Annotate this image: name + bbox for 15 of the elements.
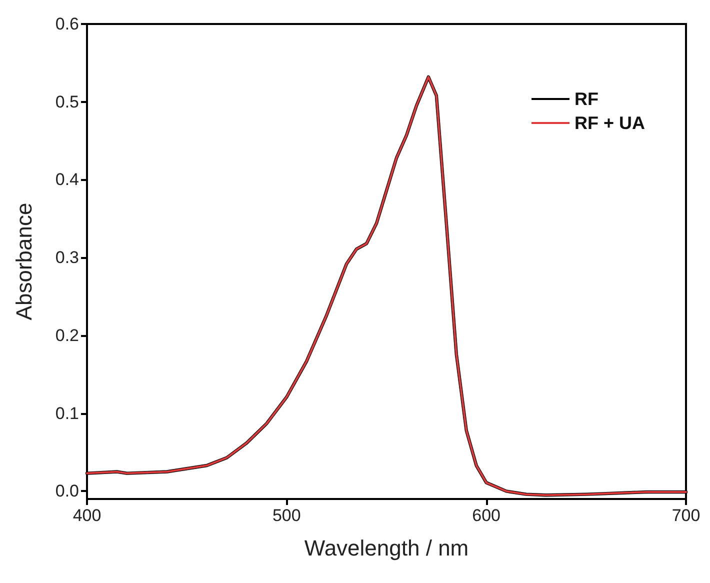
y-tick-label: 0.0 — [55, 482, 79, 501]
x-tick-label: 500 — [272, 506, 301, 525]
y-tick-label: 0.6 — [55, 14, 79, 34]
y-tick-label: 0.2 — [55, 326, 79, 345]
y-tick-label: 0.4 — [55, 170, 79, 190]
x-tick-label: 600 — [472, 506, 501, 525]
y-axis-title: Absorbance — [12, 202, 36, 320]
y-tick-label: 0.5 — [55, 92, 79, 112]
x-tick-label: 700 — [672, 506, 700, 525]
legend-label: RF — [574, 89, 598, 109]
x-axis-title: Wavelength / nm — [304, 536, 469, 560]
legend-label: RF + UA — [574, 113, 646, 133]
y-tick-label: 0.3 — [55, 248, 79, 268]
x-tick-label: 400 — [72, 506, 102, 525]
y-tick-label: 0.1 — [55, 404, 79, 423]
